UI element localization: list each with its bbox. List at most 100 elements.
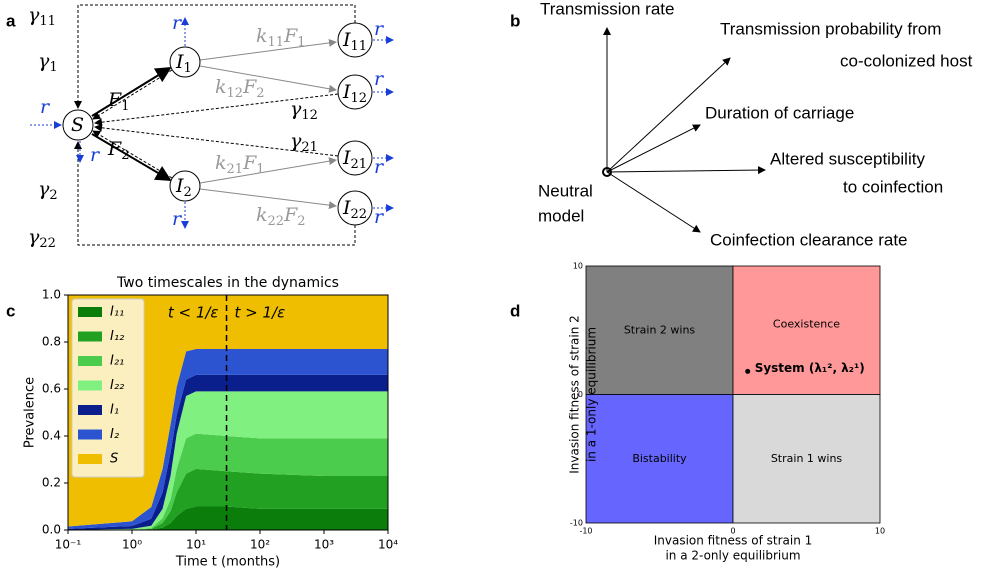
dashed-arrow xyxy=(94,123,339,157)
rate-label: r xyxy=(374,68,385,90)
plot-frame xyxy=(67,294,389,531)
point-label: System (λ₁², λ₂¹) xyxy=(755,361,865,375)
math-label: I22 xyxy=(342,197,367,222)
subscript: 1 xyxy=(297,35,305,50)
region xyxy=(732,265,881,395)
math-label: I11 xyxy=(342,29,367,54)
subscript: 22 xyxy=(351,207,368,222)
math-label: I1 xyxy=(175,51,192,76)
y-axis-label: Prevalence xyxy=(23,377,38,448)
vector-label: Coinfection clearance rate xyxy=(710,230,908,249)
math-label: F2 xyxy=(107,138,129,163)
math-label: I21 xyxy=(342,147,367,172)
region-label: Bistability xyxy=(632,452,687,465)
symbol: γ xyxy=(290,130,302,152)
symbol: I xyxy=(342,29,351,51)
dashed-arrow xyxy=(74,4,356,109)
region-label: Coexistence xyxy=(773,317,840,330)
symbol: I xyxy=(342,81,351,103)
y-axis-label: Invasion fitness of strain 2 xyxy=(568,315,582,474)
math-label: I2 xyxy=(175,175,192,200)
subscript: 21 xyxy=(351,157,368,172)
area xyxy=(68,391,388,530)
math-label: F1 xyxy=(107,89,129,114)
symbol: γ xyxy=(290,98,302,120)
node xyxy=(337,22,373,58)
y-axis-label: in a 1-only equilibrium xyxy=(585,327,599,462)
symbol: γ xyxy=(38,50,50,72)
math-label: γ21 xyxy=(290,130,318,155)
y-tick-label: 0.8 xyxy=(42,335,61,349)
dashed-arrow xyxy=(94,93,339,127)
subscript: 2 xyxy=(184,185,192,200)
vector xyxy=(606,171,701,233)
rate-label: r xyxy=(172,208,183,230)
subscript: 1 xyxy=(256,162,264,177)
x-axis-label: in a 2-only equilibrium xyxy=(665,549,800,563)
subscript: 2 xyxy=(256,86,264,101)
math-label: S xyxy=(71,114,84,136)
symbol: F xyxy=(242,152,257,174)
subscript: 1 xyxy=(121,99,129,114)
rate-arrows xyxy=(30,17,394,229)
annotation: t < 1/ε xyxy=(168,304,219,322)
panel-label: d xyxy=(510,301,520,320)
x-axis-label: Time t (months) xyxy=(175,555,280,570)
math-label: k11F1 xyxy=(256,25,306,50)
node xyxy=(337,74,373,110)
vector-label: Transmission rate xyxy=(540,0,674,18)
subscript: 1 xyxy=(184,61,192,76)
symbol: F xyxy=(242,76,257,98)
symbol: S xyxy=(71,114,84,136)
symbol: I xyxy=(175,175,184,197)
legend-label: I₂₂ xyxy=(110,378,124,393)
subscript: 1 xyxy=(49,60,57,75)
region xyxy=(585,394,734,524)
panel-label: a xyxy=(6,11,16,30)
symbol: F xyxy=(283,25,298,47)
legend-swatch xyxy=(78,380,102,391)
arrow xyxy=(91,133,172,182)
arrow xyxy=(199,38,337,61)
vector-label: to coinfection xyxy=(843,177,943,196)
vector xyxy=(606,124,701,173)
symbol: k xyxy=(215,76,227,98)
node xyxy=(337,190,373,226)
rate-label: r xyxy=(374,156,385,178)
math-label: γ11 xyxy=(28,4,56,29)
vector xyxy=(606,57,731,173)
area xyxy=(68,506,388,530)
y-tick-label: 0.0 xyxy=(42,523,61,537)
node xyxy=(169,170,201,202)
y-tick-label: 0.6 xyxy=(42,382,61,396)
math-label: k12F2 xyxy=(215,76,265,101)
symbol: I xyxy=(175,51,184,73)
area xyxy=(68,374,388,530)
subscript: 11 xyxy=(268,35,285,50)
panel-label: c xyxy=(6,301,15,320)
annotation: t > 1/ε xyxy=(235,304,286,322)
rate-label: r xyxy=(172,12,183,34)
legend-label: S xyxy=(110,452,118,467)
x-axis-label: Invasion fitness of strain 1 xyxy=(654,534,813,548)
math-label: γ22 xyxy=(28,226,56,251)
vector-label: Altered susceptibility xyxy=(770,149,925,168)
rate-label: r xyxy=(40,96,51,118)
node xyxy=(169,46,201,78)
system-point xyxy=(745,368,751,374)
region-label: Strain 2 wins xyxy=(624,323,696,336)
symbol: I xyxy=(342,197,351,219)
legend-swatch xyxy=(78,429,102,440)
panel-label: b xyxy=(510,11,520,30)
vector-label: co-colonized host xyxy=(840,51,973,70)
legend-label: I₂ xyxy=(110,427,119,442)
arrow xyxy=(199,188,337,210)
subscript: 12 xyxy=(301,108,318,123)
legend-swatch xyxy=(78,331,102,342)
x-tick-label: 10³ xyxy=(314,538,334,552)
subscript: 21 xyxy=(301,140,318,155)
math-label: γ2 xyxy=(38,178,58,203)
region-label: Strain 1 wins xyxy=(771,452,843,465)
